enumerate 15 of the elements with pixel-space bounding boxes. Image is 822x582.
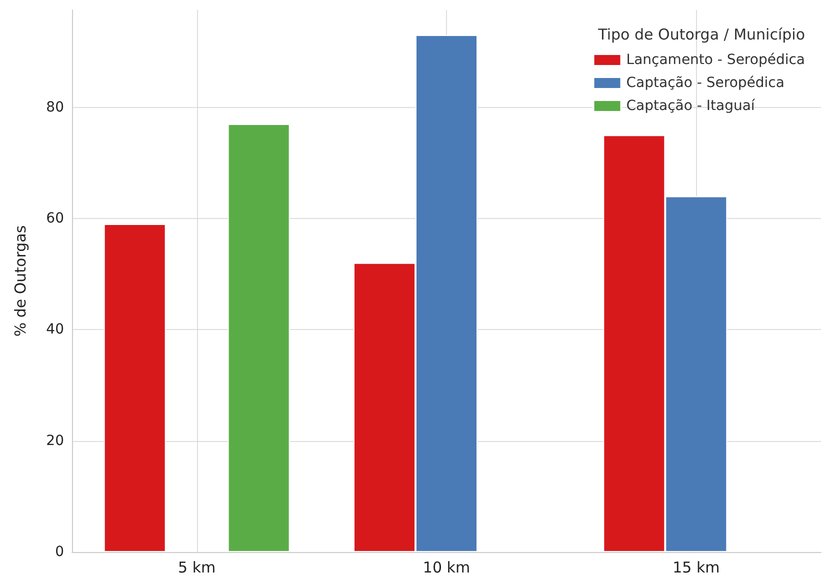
y-tick-label: 20	[46, 432, 64, 449]
y-tick-label: 80	[46, 99, 64, 116]
y-tick-label: 40	[46, 322, 64, 338]
legend-title: Tipo de Outorga / Município	[597, 26, 806, 44]
y-axis-title: % de Outorgas	[12, 225, 30, 337]
bar	[228, 124, 290, 552]
y-tick-label: 0	[55, 544, 64, 560]
legend-label: Captação - Seropédica	[626, 75, 784, 91]
x-tick-label: 10 km	[422, 558, 470, 576]
legend-label: Lançamento - Seropédica	[626, 52, 806, 68]
x-tick-label: 15 km	[672, 558, 720, 576]
legend-label: Captação - Itaguaí	[626, 98, 756, 114]
y-tick-label: 60	[46, 210, 64, 226]
x-tick-label: 5 km	[178, 558, 216, 576]
bar	[104, 224, 166, 552]
